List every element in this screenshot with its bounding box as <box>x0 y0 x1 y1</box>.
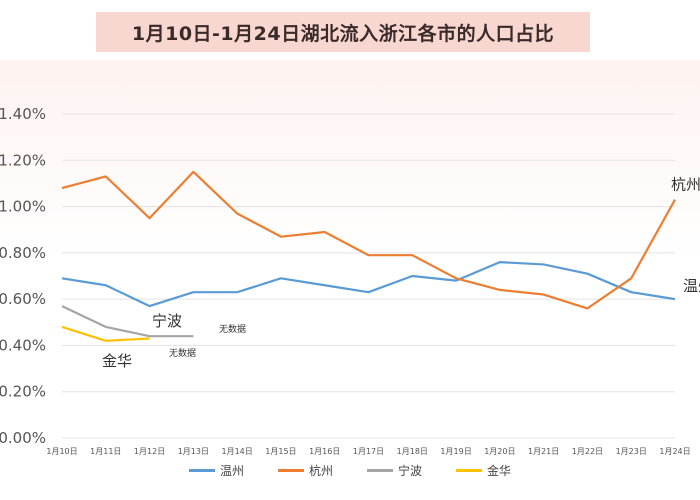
x-tick-label: 1月13日 <box>178 447 209 456</box>
series-label-hangzhou: 杭州 <box>671 176 700 194</box>
x-tick-label: 1月19日 <box>440 447 471 456</box>
legend-label: 杭州 <box>308 464 333 478</box>
series-label-ningbo: 宁波 <box>152 312 182 330</box>
x-tick-label: 1月10日 <box>46 447 77 456</box>
series-line-杭州 <box>61 170 676 310</box>
legend-item: 金华 <box>456 462 511 479</box>
y-tick-label: 1.40% <box>0 105 46 123</box>
y-tick-label: 0.40% <box>0 336 46 354</box>
y-axis-ticks: 0.00% 0.20% 0.40% 0.60% 0.80% 1.00% 1.20% 1.40% <box>0 105 46 447</box>
legend-item: 杭州 <box>277 462 333 479</box>
no-data-label-jinhua: 无数据 <box>169 347 196 359</box>
chart-title: 1月10日-1月24日湖北流入浙江各市的人口占比 <box>131 22 555 45</box>
y-tick-label: 1.00% <box>0 198 46 216</box>
series-label-wenzhou: 温州 <box>683 277 700 295</box>
series-line-宁波 <box>61 305 194 338</box>
legend-swatch <box>188 469 215 472</box>
x-tick-label: 1月21日 <box>528 447 559 456</box>
no-data-label-ningbo: 无数据 <box>219 323 246 335</box>
legend-swatch <box>277 469 304 472</box>
annotations: 杭州温州宁波金华无数据无数据 <box>102 176 700 370</box>
x-tick-label: 1月22日 <box>572 447 603 456</box>
y-tick-label: 0.60% <box>0 290 46 308</box>
legend-label: 温州 <box>219 464 244 478</box>
y-tick-label: 0.20% <box>0 383 46 401</box>
series-label-jinhua: 金华 <box>102 352 132 370</box>
x-tick-label: 1月11日 <box>90 447 121 456</box>
legend-swatch <box>456 469 483 472</box>
x-tick-label: 1月17日 <box>353 447 384 456</box>
x-tick-label: 1月12日 <box>134 447 165 456</box>
x-tick-label: 1月23日 <box>616 447 647 456</box>
legend-item: 宁波 <box>367 462 422 479</box>
series-line-金华 <box>61 325 150 342</box>
y-tick-label: 0.00% <box>0 429 46 447</box>
legend: 温州 杭州 宁波 金华 <box>0 462 700 479</box>
y-tick-label: 0.80% <box>0 244 46 262</box>
title-banner: 1月10日-1月24日湖北流入浙江各市的人口占比 <box>96 12 590 52</box>
x-tick-label: 1月16日 <box>309 447 340 456</box>
x-tick-label: 1月24日 <box>659 447 690 456</box>
x-tick-label: 1月20日 <box>484 447 515 456</box>
series-line-温州 <box>61 261 676 308</box>
x-tick-label: 1月14日 <box>222 447 253 456</box>
x-tick-label: 1月15日 <box>265 447 296 456</box>
x-axis-ticks: 1月10日 1月11日 1月12日 1月13日 1月14日 1月15日 1月16日 1月17日… <box>46 447 690 456</box>
series-lines <box>61 170 676 342</box>
y-tick-label: 1.20% <box>0 151 46 169</box>
legend-swatch <box>367 469 393 472</box>
gridlines <box>62 113 675 439</box>
legend-label: 金华 <box>487 464 512 478</box>
x-tick-label: 1月18日 <box>397 447 428 456</box>
plot-background <box>0 60 700 500</box>
legend-label: 宁波 <box>398 464 423 478</box>
legend-item: 温州 <box>188 462 244 479</box>
